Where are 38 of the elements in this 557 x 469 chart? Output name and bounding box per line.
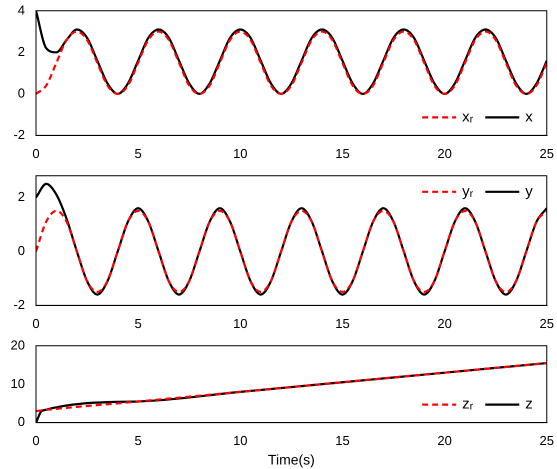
x-tick-label: 10 bbox=[233, 146, 248, 161]
x-tick-label: 10 bbox=[233, 432, 248, 448]
legend-label: y bbox=[525, 182, 534, 200]
y-tick-label: 0 bbox=[18, 414, 25, 430]
x-tick-label: 20 bbox=[437, 146, 452, 161]
y-tick-label: 0 bbox=[18, 242, 25, 258]
x-tick-label: 5 bbox=[134, 316, 142, 331]
x-tick-label: 0 bbox=[32, 316, 40, 331]
y-tick-label: 4 bbox=[18, 2, 25, 18]
legend-label: z bbox=[525, 396, 533, 413]
y-tick-label: -2 bbox=[13, 126, 25, 142]
x-tick-label: 5 bbox=[134, 432, 142, 448]
x-tick-label: 0 bbox=[32, 432, 40, 448]
x-tick-label: 25 bbox=[540, 146, 554, 161]
x-tick-label: 0 bbox=[32, 146, 40, 161]
x-tick-label: 15 bbox=[335, 316, 350, 331]
x-tick-label: 25 bbox=[540, 316, 554, 331]
y-tick-label: 2 bbox=[18, 188, 25, 204]
line-series bbox=[36, 210, 547, 293]
x-tick-label: 15 bbox=[335, 432, 350, 448]
y-tick-label: 20 bbox=[10, 337, 25, 352]
line-series bbox=[36, 362, 547, 412]
x-axis-title: Time(s) bbox=[268, 451, 315, 468]
x-tick-label: 10 bbox=[233, 316, 248, 331]
y-tick-label: 0 bbox=[18, 85, 25, 100]
line-series bbox=[36, 30, 547, 95]
x-tick-label: 5 bbox=[134, 146, 142, 161]
legend-label: xᵣ bbox=[462, 108, 474, 126]
x-tick-label: 15 bbox=[335, 146, 350, 161]
legend-label: x bbox=[525, 108, 534, 126]
y-tick-label: -2 bbox=[13, 296, 25, 312]
legend-label: zᵣ bbox=[462, 396, 474, 413]
x-tick-label: 20 bbox=[437, 316, 452, 331]
legend-label: yᵣ bbox=[462, 182, 474, 200]
x-tick-label: 20 bbox=[437, 432, 452, 448]
x-tick-label: 25 bbox=[540, 432, 554, 448]
y-tick-label: 10 bbox=[10, 376, 25, 391]
y-tick-label: 2 bbox=[18, 44, 25, 59]
